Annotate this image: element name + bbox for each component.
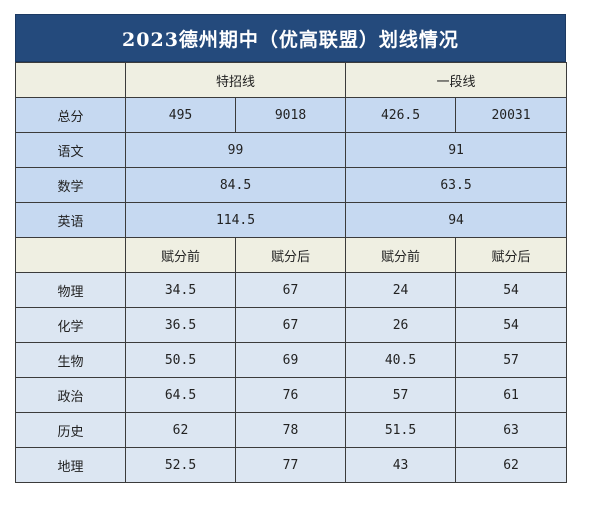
special-before-cell: 52.5 xyxy=(125,447,236,483)
special-value-cell: 84.5 xyxy=(124,167,347,203)
row-label: 物理 xyxy=(15,272,126,308)
tier1-after-cell: 63 xyxy=(455,412,568,448)
sub-header-row: 赋分前 赋分后 赋分前 赋分后 xyxy=(15,237,568,273)
table-row: 生物 50.5 69 40.5 57 xyxy=(15,342,568,378)
row-label: 数学 xyxy=(15,167,126,203)
table-row: 英语 114.5 94 xyxy=(15,202,568,238)
tier1-score-cell: 426.5 xyxy=(345,97,457,133)
special-before-cell: 36.5 xyxy=(125,307,236,343)
special-before-cell: 64.5 xyxy=(125,377,236,413)
special-after-cell: 69 xyxy=(234,342,347,378)
tier1-before-cell: 43 xyxy=(345,447,457,483)
table-row: 化学 36.5 67 26 54 xyxy=(15,307,568,343)
special-value-cell: 99 xyxy=(124,132,347,168)
row-label: 英语 xyxy=(15,202,126,238)
tier1-value-cell: 94 xyxy=(345,202,568,238)
row-label: 地理 xyxy=(15,447,126,483)
row-label: 历史 xyxy=(15,412,126,448)
table-title: 2023德州期中（优高联盟）划线情况 xyxy=(15,14,566,62)
tier1-before-cell: 26 xyxy=(345,307,457,343)
special-before-cell: 50.5 xyxy=(125,342,236,378)
header-special-line: 特招线 xyxy=(124,62,347,98)
special-after-header: 赋分后 xyxy=(234,237,347,273)
special-rank-cell: 9018 xyxy=(234,97,347,133)
special-after-cell: 76 xyxy=(234,377,347,413)
table-row: 语文 99 91 xyxy=(15,132,568,168)
header-corner-cell xyxy=(15,62,126,98)
header-row: 特招线 一段线 xyxy=(15,62,568,98)
tier1-after-cell: 54 xyxy=(455,307,568,343)
tier1-before-cell: 57 xyxy=(345,377,457,413)
table-row: 历史 62 78 51.5 63 xyxy=(15,412,568,448)
table-row: 地理 52.5 77 43 62 xyxy=(15,447,568,483)
tier1-value-cell: 63.5 xyxy=(345,167,568,203)
row-label: 语文 xyxy=(15,132,126,168)
tier1-before-cell: 40.5 xyxy=(345,342,457,378)
table-row: 物理 34.5 67 24 54 xyxy=(15,272,568,308)
tier1-after-cell: 57 xyxy=(455,342,568,378)
tier1-before-cell: 51.5 xyxy=(345,412,457,448)
row-label: 总分 xyxy=(15,97,126,133)
tier1-value-cell: 91 xyxy=(345,132,568,168)
tier1-after-header: 赋分后 xyxy=(455,237,568,273)
tier1-after-cell: 62 xyxy=(455,447,568,483)
table-row: 数学 84.5 63.5 xyxy=(15,167,568,203)
table-row-total: 总分 495 9018 426.5 20031 xyxy=(15,97,568,133)
special-before-cell: 34.5 xyxy=(125,272,236,308)
score-line-table: 特招线 一段线 总分 495 9018 426.5 20031 语文 99 91… xyxy=(15,62,568,483)
special-after-cell: 67 xyxy=(234,307,347,343)
special-after-cell: 78 xyxy=(234,412,347,448)
score-line-table-panel: 2023德州期中（优高联盟）划线情况 特招线 一段线 总分 495 9018 4… xyxy=(15,14,568,483)
tier1-after-cell: 61 xyxy=(455,377,568,413)
tier1-before-header: 赋分前 xyxy=(345,237,457,273)
special-after-cell: 67 xyxy=(234,272,347,308)
special-after-cell: 77 xyxy=(234,447,347,483)
tier1-rank-cell: 20031 xyxy=(455,97,568,133)
tier1-after-cell: 54 xyxy=(455,272,568,308)
row-label: 政治 xyxy=(15,377,126,413)
sub-header-corner-cell xyxy=(15,237,126,273)
special-score-cell: 495 xyxy=(125,97,236,133)
special-before-cell: 62 xyxy=(125,412,236,448)
header-tier1-line: 一段线 xyxy=(345,62,568,98)
tier1-before-cell: 24 xyxy=(345,272,457,308)
special-value-cell: 114.5 xyxy=(124,202,347,238)
table-row: 政治 64.5 76 57 61 xyxy=(15,377,568,413)
special-before-header: 赋分前 xyxy=(125,237,236,273)
row-label: 化学 xyxy=(15,307,126,343)
row-label: 生物 xyxy=(15,342,126,378)
